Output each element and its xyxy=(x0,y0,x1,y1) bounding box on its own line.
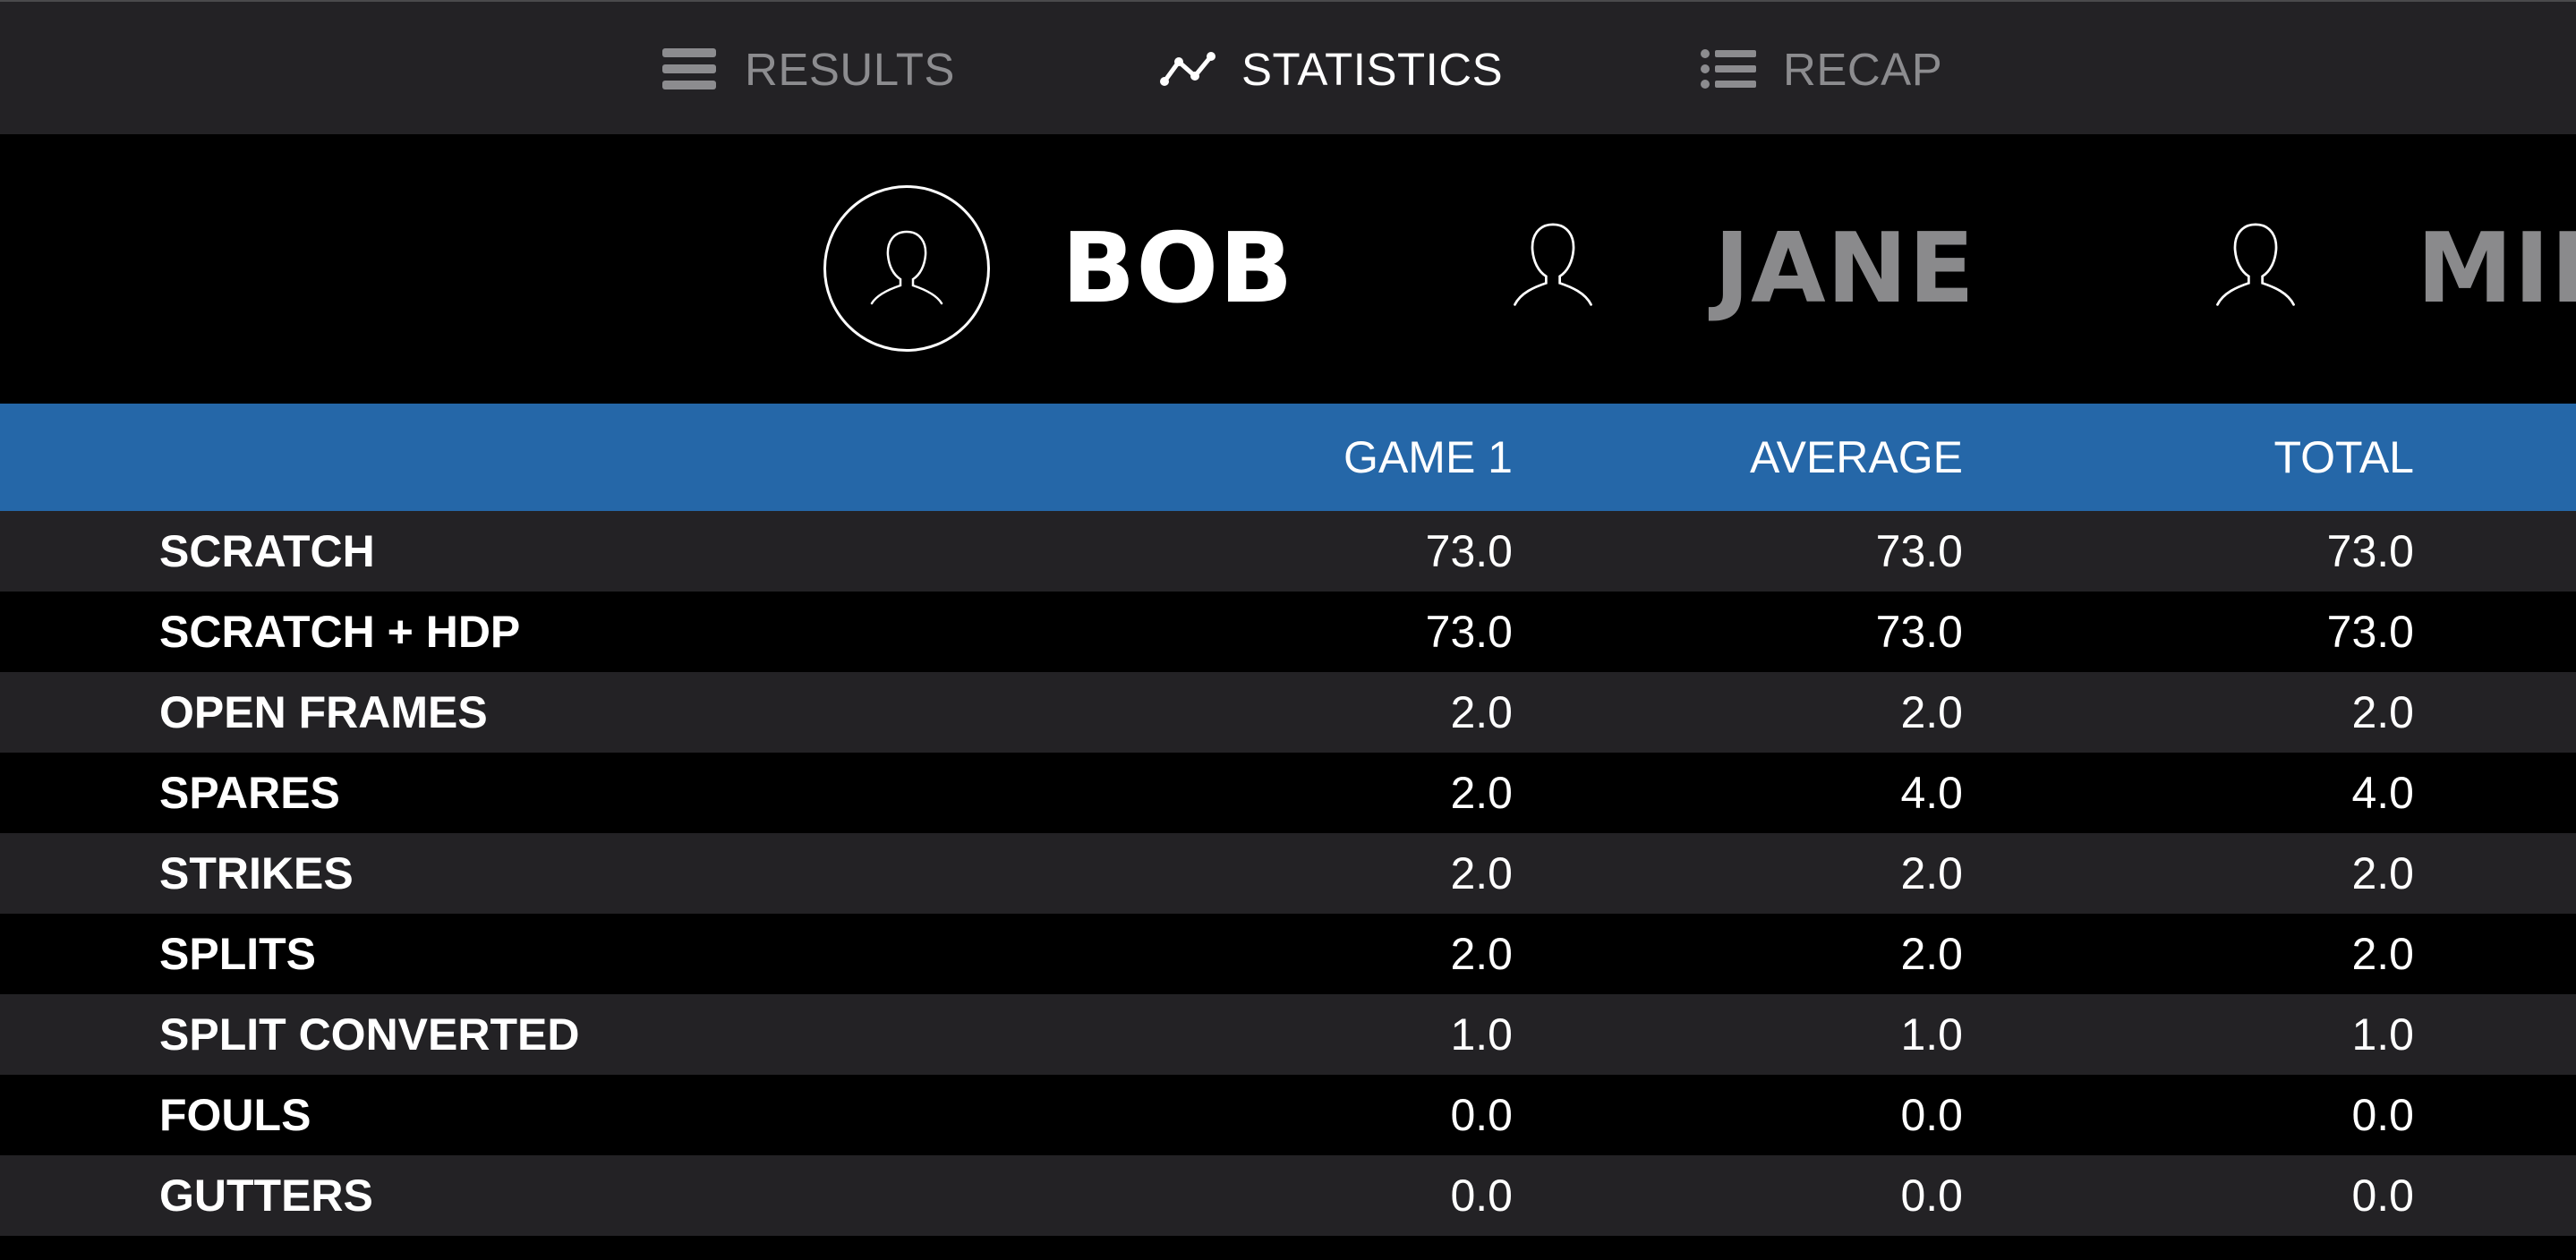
average-value: 0.0 xyxy=(1900,1090,1963,1140)
row-label: SPLITS xyxy=(159,929,317,979)
table-row: SCRATCH 73.0 73.0 73.0 xyxy=(0,511,2576,592)
average-value: 2.0 xyxy=(1900,929,1963,979)
player-mike[interactable]: MIK xyxy=(2202,134,2576,403)
column-header-average: AVERAGE xyxy=(1749,432,1963,482)
column-header-game1: GAME 1 xyxy=(1343,432,1513,482)
table-row: GUTTERS 0.0 0.0 0.0 xyxy=(0,1155,2576,1236)
average-value: 73.0 xyxy=(1875,526,1963,576)
menu-icon xyxy=(662,42,720,96)
tab-statistics[interactable]: STATISTICS xyxy=(1159,2,1503,136)
table-row: FOULS 0.0 0.0 0.0 xyxy=(0,1075,2576,1155)
row-label: SPARES xyxy=(159,768,340,818)
average-value: 1.0 xyxy=(1900,1009,1963,1060)
total-value: 73.0 xyxy=(2326,607,2414,657)
game1-value: 2.0 xyxy=(1450,929,1513,979)
tab-recap[interactable]: RECAP xyxy=(1701,2,1942,136)
stats-table-header: GAME 1 AVERAGE TOTAL xyxy=(0,404,2576,511)
average-value: 2.0 xyxy=(1900,848,1963,898)
stats-table-body: SCRATCH 73.0 73.0 73.0 SCRATCH + HDP 73.… xyxy=(0,511,2576,1236)
row-label: GUTTERS xyxy=(159,1171,373,1221)
user-silhouette-icon xyxy=(2216,223,2295,306)
total-value: 2.0 xyxy=(2351,929,2414,979)
tab-results[interactable]: RESULTS xyxy=(662,2,955,136)
user-silhouette-icon xyxy=(1514,223,1592,306)
game1-value: 2.0 xyxy=(1450,687,1513,737)
row-label: FOULS xyxy=(159,1090,311,1140)
list-icon xyxy=(1701,42,1758,96)
column-header-total: TOTAL xyxy=(2273,432,2414,482)
player-name: BOB xyxy=(1062,212,1294,325)
tab-recap-label: RECAP xyxy=(1783,43,1943,95)
game1-value: 0.0 xyxy=(1450,1171,1513,1221)
game1-value: 73.0 xyxy=(1425,526,1513,576)
average-value: 0.0 xyxy=(1900,1171,1963,1221)
row-label: OPEN FRAMES xyxy=(159,687,488,737)
trend-line-icon xyxy=(1159,42,1216,96)
player-selector: BOB JANE MIK xyxy=(0,134,2576,403)
avatar xyxy=(1499,215,1607,322)
row-label: SCRATCH xyxy=(159,526,375,576)
tab-statistics-label: STATISTICS xyxy=(1241,43,1504,95)
total-value: 0.0 xyxy=(2351,1171,2414,1221)
table-row: SPLIT CONVERTED 1.0 1.0 1.0 xyxy=(0,994,2576,1075)
total-value: 73.0 xyxy=(2326,526,2414,576)
game1-value: 1.0 xyxy=(1450,1009,1513,1060)
total-value: 4.0 xyxy=(2351,768,2414,818)
total-value: 2.0 xyxy=(2351,848,2414,898)
player-name: MIK xyxy=(2417,212,2576,325)
avatar xyxy=(2202,215,2309,322)
tab-bar: RESULTS STATISTICS xyxy=(0,0,2576,134)
row-label: SPLIT CONVERTED xyxy=(159,1009,580,1060)
player-name: JANE xyxy=(1714,212,1975,325)
game1-value: 73.0 xyxy=(1425,607,1513,657)
user-silhouette-icon xyxy=(870,230,943,305)
avatar xyxy=(823,185,990,352)
table-row: SCRATCH + HDP 73.0 73.0 73.0 xyxy=(0,592,2576,672)
game1-value: 2.0 xyxy=(1450,768,1513,818)
game1-value: 0.0 xyxy=(1450,1090,1513,1140)
average-value: 2.0 xyxy=(1900,687,1963,737)
player-bob[interactable]: BOB xyxy=(823,134,1293,403)
row-label: STRIKES xyxy=(159,848,354,898)
total-value: 2.0 xyxy=(2351,687,2414,737)
row-label: SCRATCH + HDP xyxy=(159,607,521,657)
table-row: OPEN FRAMES 2.0 2.0 2.0 xyxy=(0,672,2576,753)
table-row: SPARES 2.0 4.0 4.0 xyxy=(0,753,2576,833)
game1-value: 2.0 xyxy=(1450,848,1513,898)
table-row: SPLITS 2.0 2.0 2.0 xyxy=(0,914,2576,994)
tab-results-label: RESULTS xyxy=(745,43,955,95)
player-jane[interactable]: JANE xyxy=(1499,134,1975,403)
total-value: 0.0 xyxy=(2351,1090,2414,1140)
average-value: 4.0 xyxy=(1900,768,1963,818)
total-value: 1.0 xyxy=(2351,1009,2414,1060)
table-row: STRIKES 2.0 2.0 2.0 xyxy=(0,833,2576,914)
average-value: 73.0 xyxy=(1875,607,1963,657)
